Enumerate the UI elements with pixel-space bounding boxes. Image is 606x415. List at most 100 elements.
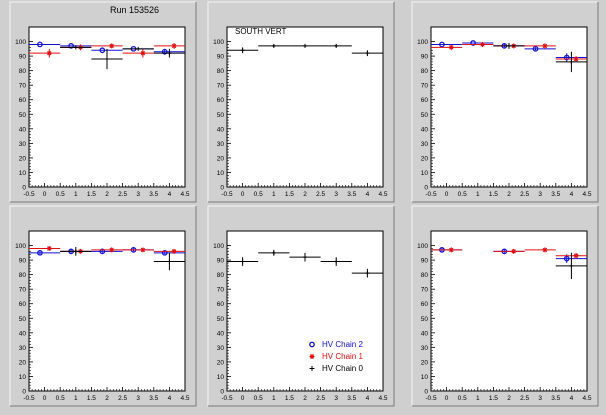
- data-point: [431, 44, 463, 50]
- x-tick-label: -0.5: [221, 395, 233, 402]
- x-tick-label: 0.5: [56, 191, 65, 198]
- x-tick-label: 2: [105, 395, 109, 402]
- legend-label: HV Chain 2: [322, 340, 363, 349]
- y-tick-label: 40: [421, 330, 429, 337]
- marker-circle: [37, 41, 43, 48]
- legend-marker-plus: [309, 366, 315, 371]
- data-point: [431, 247, 463, 253]
- data-point: [351, 268, 383, 278]
- marker-plus: [73, 249, 78, 254]
- data-point: [29, 48, 61, 58]
- y-tick-label: 100: [15, 243, 26, 250]
- data-point: [524, 43, 556, 49]
- y-tick-label: 70: [217, 287, 225, 294]
- data-point: [122, 46, 154, 51]
- x-tick-label: 1.5: [489, 395, 498, 402]
- x-axis: -0.5 0 0.5 1 1.5 2 2.5 3 3.5 4 4.5: [425, 183, 592, 198]
- x-tick-label: 2: [105, 191, 109, 198]
- y-tick-label: 50: [19, 112, 27, 119]
- x-tick-label: 1.5: [87, 395, 96, 402]
- x-tick-label: 0: [445, 191, 449, 198]
- x-tick-label: -0.5: [425, 395, 437, 402]
- pad-bevel-light: [411, 1, 598, 202]
- x-tick-label: -0.5: [23, 395, 35, 402]
- marker-circle: [68, 43, 74, 49]
- y-axis: 0 10 20 30 40 50 60 70 80 90 100: [417, 39, 435, 192]
- y-tick-label: 20: [421, 359, 429, 366]
- y-tick-label: 80: [217, 272, 225, 279]
- x-tick-label: 3.5: [347, 395, 356, 402]
- pad-bevel-dark: [412, 2, 599, 203]
- y-tick-label: 10: [19, 170, 27, 177]
- y-tick-label: 40: [19, 330, 27, 337]
- y-tick-label: 90: [19, 258, 27, 265]
- y-tick-label: 30: [421, 141, 429, 148]
- y-tick-label: 60: [19, 97, 27, 104]
- y-tick-label: 10: [217, 374, 225, 381]
- marker-circle: [37, 249, 43, 256]
- data-point: [462, 41, 494, 47]
- marker-star: [140, 247, 146, 253]
- x-tick-label: 4.5: [582, 395, 591, 402]
- marker-plus: [167, 259, 172, 264]
- x-tick-label: 3.5: [551, 191, 560, 198]
- data-point: [351, 50, 383, 57]
- data-point: [227, 257, 259, 266]
- x-axis: -0.5 0 0.5 1 1.5 2 2.5 3 3.5 4 4.5: [221, 387, 388, 402]
- x-tick-label: -0.5: [221, 191, 233, 198]
- data-point: [320, 43, 352, 48]
- marker-star: [171, 43, 177, 49]
- x-tick-label: 4.5: [378, 395, 387, 402]
- marker-plus: [240, 48, 245, 53]
- y-tick-label: 50: [217, 316, 225, 323]
- y-tick-label: 60: [19, 301, 27, 308]
- y-tick-label: 40: [19, 126, 27, 133]
- marker-star: [140, 50, 146, 56]
- y-tick-label: 60: [421, 301, 429, 308]
- y-axis: 0 10 20 30 40 50 60 70 80 90 100: [15, 39, 33, 192]
- x-axis: -0.5 0 0.5 1 1.5 2 2.5 3 3.5 4 4.5: [23, 387, 190, 402]
- y-tick-label: 70: [421, 83, 429, 90]
- data-point: [227, 47, 259, 54]
- data-point: [258, 249, 290, 256]
- y-tick-label: 100: [15, 39, 26, 46]
- marker-circle: [161, 48, 168, 55]
- y-tick-label: 0: [220, 389, 224, 396]
- data-point: [91, 247, 123, 253]
- marker-plus: [303, 43, 307, 48]
- y-tick-label: 30: [19, 345, 27, 352]
- data-point: [524, 247, 556, 253]
- y-tick-label: 40: [217, 330, 225, 337]
- x-tick-label: 3.5: [347, 191, 356, 198]
- plot-frame: [226, 26, 384, 188]
- marker-star: [479, 41, 485, 47]
- marker-circle: [532, 45, 539, 52]
- data-point: [153, 248, 185, 254]
- pad-bevel-dark: [10, 206, 197, 407]
- marker-plus: [507, 43, 511, 48]
- y-tick-label: 90: [217, 258, 225, 265]
- marker-circle: [99, 47, 106, 54]
- marker-plus: [569, 59, 574, 64]
- x-tick-label: 0: [43, 395, 47, 402]
- x-tick-label: 2.5: [316, 191, 325, 198]
- pad-bevel-light: [411, 205, 598, 406]
- x-tick-label: 0.5: [56, 395, 65, 402]
- x-tick-label: 0.5: [458, 191, 467, 198]
- marker-circle: [563, 255, 570, 262]
- data-point: [462, 40, 494, 46]
- y-tick-label: 60: [217, 97, 225, 104]
- marker-star: [511, 248, 517, 254]
- data-point: [431, 41, 463, 48]
- x-tick-label: 4: [570, 395, 574, 402]
- y-tick-label: 30: [421, 345, 429, 352]
- plot-frame: [28, 230, 186, 392]
- marker-plus: [569, 263, 574, 268]
- marker-star: [448, 44, 454, 50]
- data-point: [60, 247, 92, 256]
- x-axis: -0.5 0 0.5 1 1.5 2 2.5 3 3.5 4 4.5: [425, 387, 592, 402]
- legend: HV Chain 2 HV Chain 1 HV Chain 0: [309, 340, 363, 373]
- x-axis: -0.5 0 0.5 1 1.5 2 2.5 3 3.5 4 4.5: [221, 183, 388, 198]
- x-tick-label: 0.5: [254, 191, 263, 198]
